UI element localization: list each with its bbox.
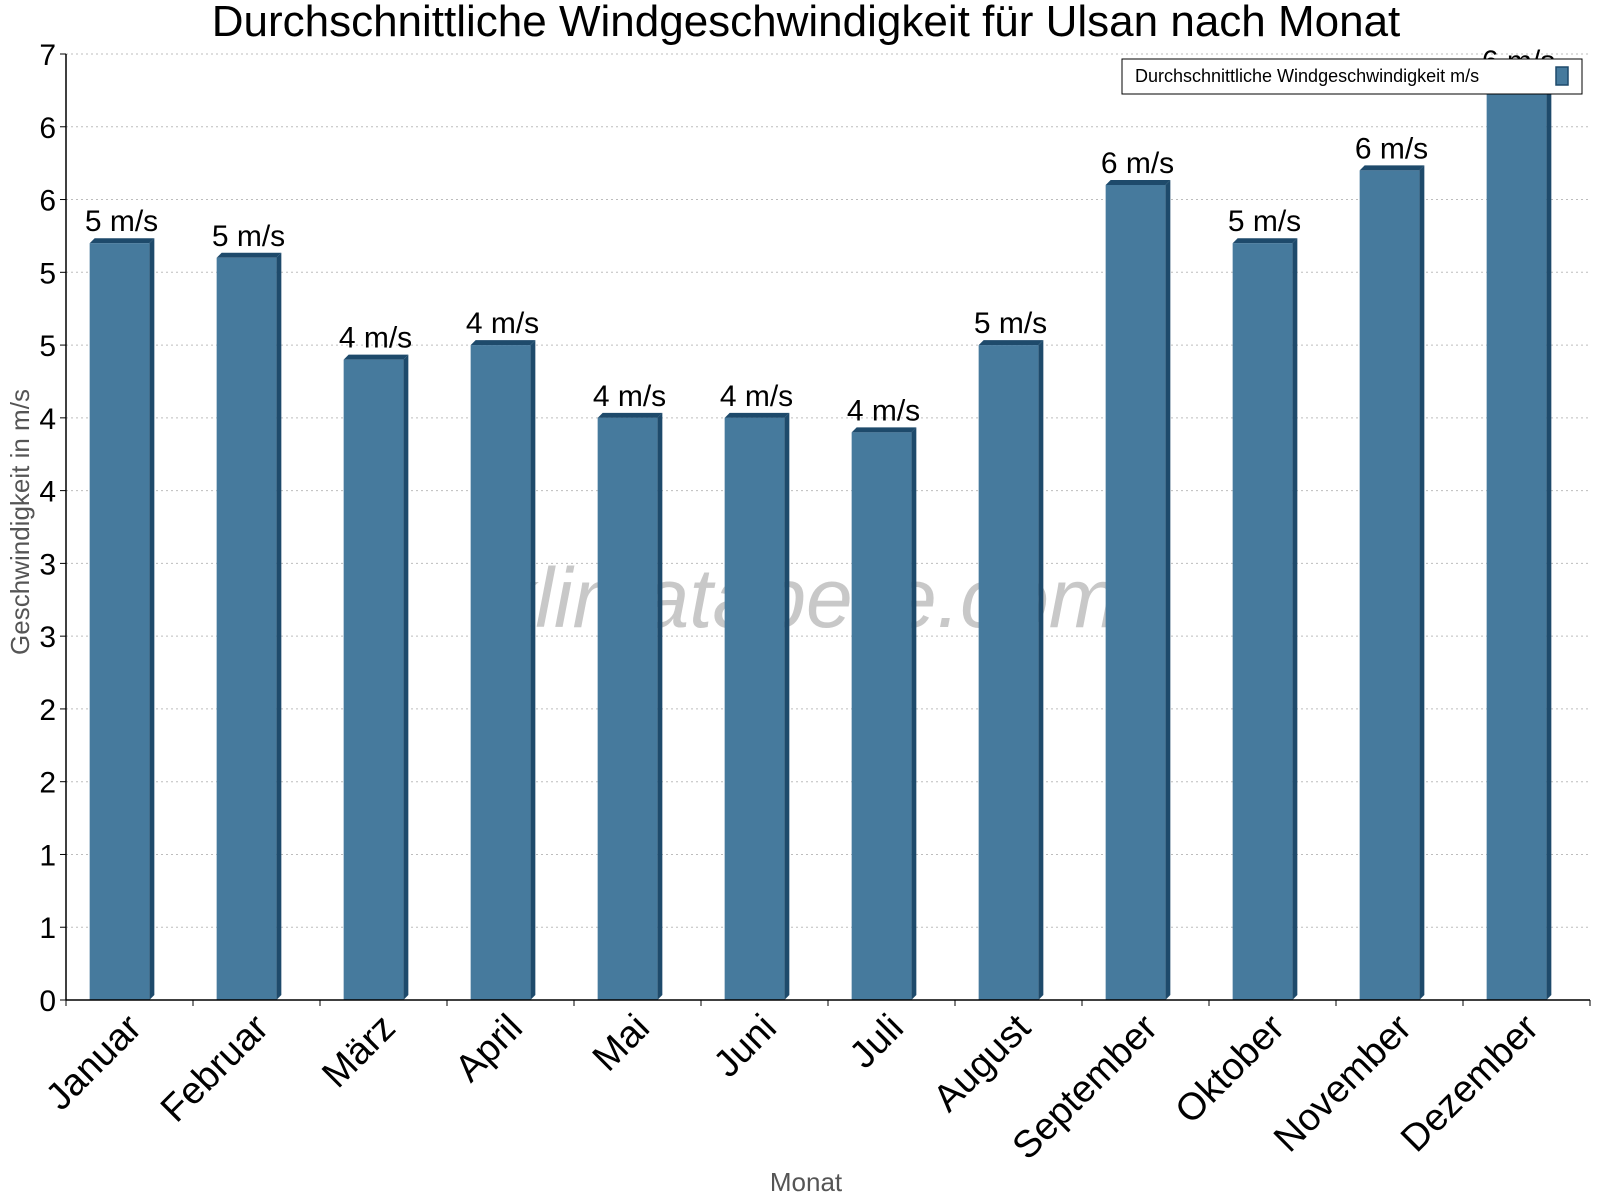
bar xyxy=(216,257,277,1000)
bar-top xyxy=(343,354,409,360)
chart-title: Durchschnittliche Windgeschwindigkeit fü… xyxy=(212,0,1401,46)
y-tick-label: 2 xyxy=(39,767,56,800)
x-tick-label: April xyxy=(447,1007,530,1090)
bar-top xyxy=(1105,179,1171,185)
y-tick-label: 4 xyxy=(39,476,56,509)
bar-top xyxy=(89,238,155,244)
bar-value-label: 4 m/s xyxy=(339,322,412,355)
x-tick-label: Dezember xyxy=(1393,1006,1547,1160)
bar-side xyxy=(149,238,155,1000)
bar xyxy=(851,432,912,1000)
bar-top xyxy=(597,412,663,418)
x-tick-label: März xyxy=(314,1007,403,1096)
bar xyxy=(1359,170,1420,1000)
bar xyxy=(1105,184,1166,1000)
y-tick-label: 1 xyxy=(39,912,56,945)
bar-side xyxy=(276,252,282,1000)
bar xyxy=(978,345,1039,1001)
y-axis-ticks: 0 1 1 2 2 3 3 4 4 5 5 6 6 7 xyxy=(39,39,66,1018)
y-tick-label: 1 xyxy=(39,839,56,872)
bar-value-label: 4 m/s xyxy=(847,394,920,427)
bar-side xyxy=(784,412,790,1000)
x-tick-label: August xyxy=(926,1006,1040,1120)
y-tick-label: 6 xyxy=(39,112,56,145)
bar-value-label: 4 m/s xyxy=(593,380,666,413)
y-tick-label: 4 xyxy=(39,403,56,436)
x-tick-label: Januar xyxy=(38,1006,150,1118)
y-tick-label: 6 xyxy=(39,185,56,218)
bar-top xyxy=(470,340,536,346)
bar-side xyxy=(530,340,536,1001)
y-tick-label: 3 xyxy=(39,548,56,581)
y-tick-label: 5 xyxy=(39,330,56,363)
legend: Durchschnittliche Windgeschwindigkeit m/… xyxy=(1121,58,1583,95)
bar-top xyxy=(978,340,1044,346)
bar xyxy=(470,345,531,1001)
bars: 5 m/s 5 m/s 4 m/s 4 m/s 4 m/s 4 m/s 4 m/s 5 m/s… xyxy=(85,45,1555,1001)
x-axis-label: Monat xyxy=(770,1167,843,1197)
y-tick-label: 2 xyxy=(39,694,56,727)
bar-value-label: 5 m/s xyxy=(1228,205,1301,238)
bar-value-label: 5 m/s xyxy=(85,205,158,238)
x-tick-label: November xyxy=(1266,1006,1420,1160)
bar-side xyxy=(657,412,663,1000)
legend-box xyxy=(1121,58,1583,95)
x-tick-label: Juli xyxy=(842,1007,912,1077)
bar-side xyxy=(911,427,917,1000)
y-tick-label: 3 xyxy=(39,621,56,654)
bar-side xyxy=(403,354,409,1001)
bar-top xyxy=(216,252,282,258)
x-tick-label: Juni xyxy=(706,1007,785,1086)
y-tick-label: 7 xyxy=(39,39,56,72)
x-tick-label: Oktober xyxy=(1168,1006,1294,1132)
bar-value-label: 6 m/s xyxy=(1101,147,1174,180)
bar-top xyxy=(1359,165,1425,171)
bar-value-label: 4 m/s xyxy=(466,307,539,340)
bar xyxy=(343,359,404,1001)
bar xyxy=(597,417,658,1000)
bar-value-label: 6 m/s xyxy=(1355,132,1428,165)
bar xyxy=(724,417,785,1000)
x-tick-label: Mai xyxy=(585,1007,658,1080)
bar xyxy=(89,243,150,1000)
bar-side xyxy=(1038,340,1044,1001)
bar xyxy=(1232,243,1293,1000)
bar-side xyxy=(1419,165,1425,1000)
y-axis-label: Geschwindigkeit in m/s xyxy=(5,389,35,655)
bar-side xyxy=(1165,179,1171,1000)
bar-side xyxy=(1292,238,1298,1000)
x-axis-ticks: Januar Februar März April Mai Juni Juli AugustS… xyxy=(38,1000,1591,1168)
legend-swatch xyxy=(1555,66,1569,86)
bar-value-label: 5 m/s xyxy=(212,220,285,253)
grid-lines xyxy=(66,53,1590,928)
legend-label: Durchschnittliche Windgeschwindigkeit m/… xyxy=(1135,66,1479,86)
bar-top xyxy=(851,427,917,433)
y-tick-label: 5 xyxy=(39,257,56,290)
bar-top xyxy=(724,412,790,418)
bar-side xyxy=(1546,78,1552,1001)
bar xyxy=(1486,83,1547,1001)
bar-value-label: 4 m/s xyxy=(720,380,793,413)
bar-value-label: 5 m/s xyxy=(974,307,1047,340)
x-tick-label: Februar xyxy=(153,1006,277,1130)
y-tick-label: 0 xyxy=(39,985,56,1018)
bar-top xyxy=(1232,238,1298,244)
